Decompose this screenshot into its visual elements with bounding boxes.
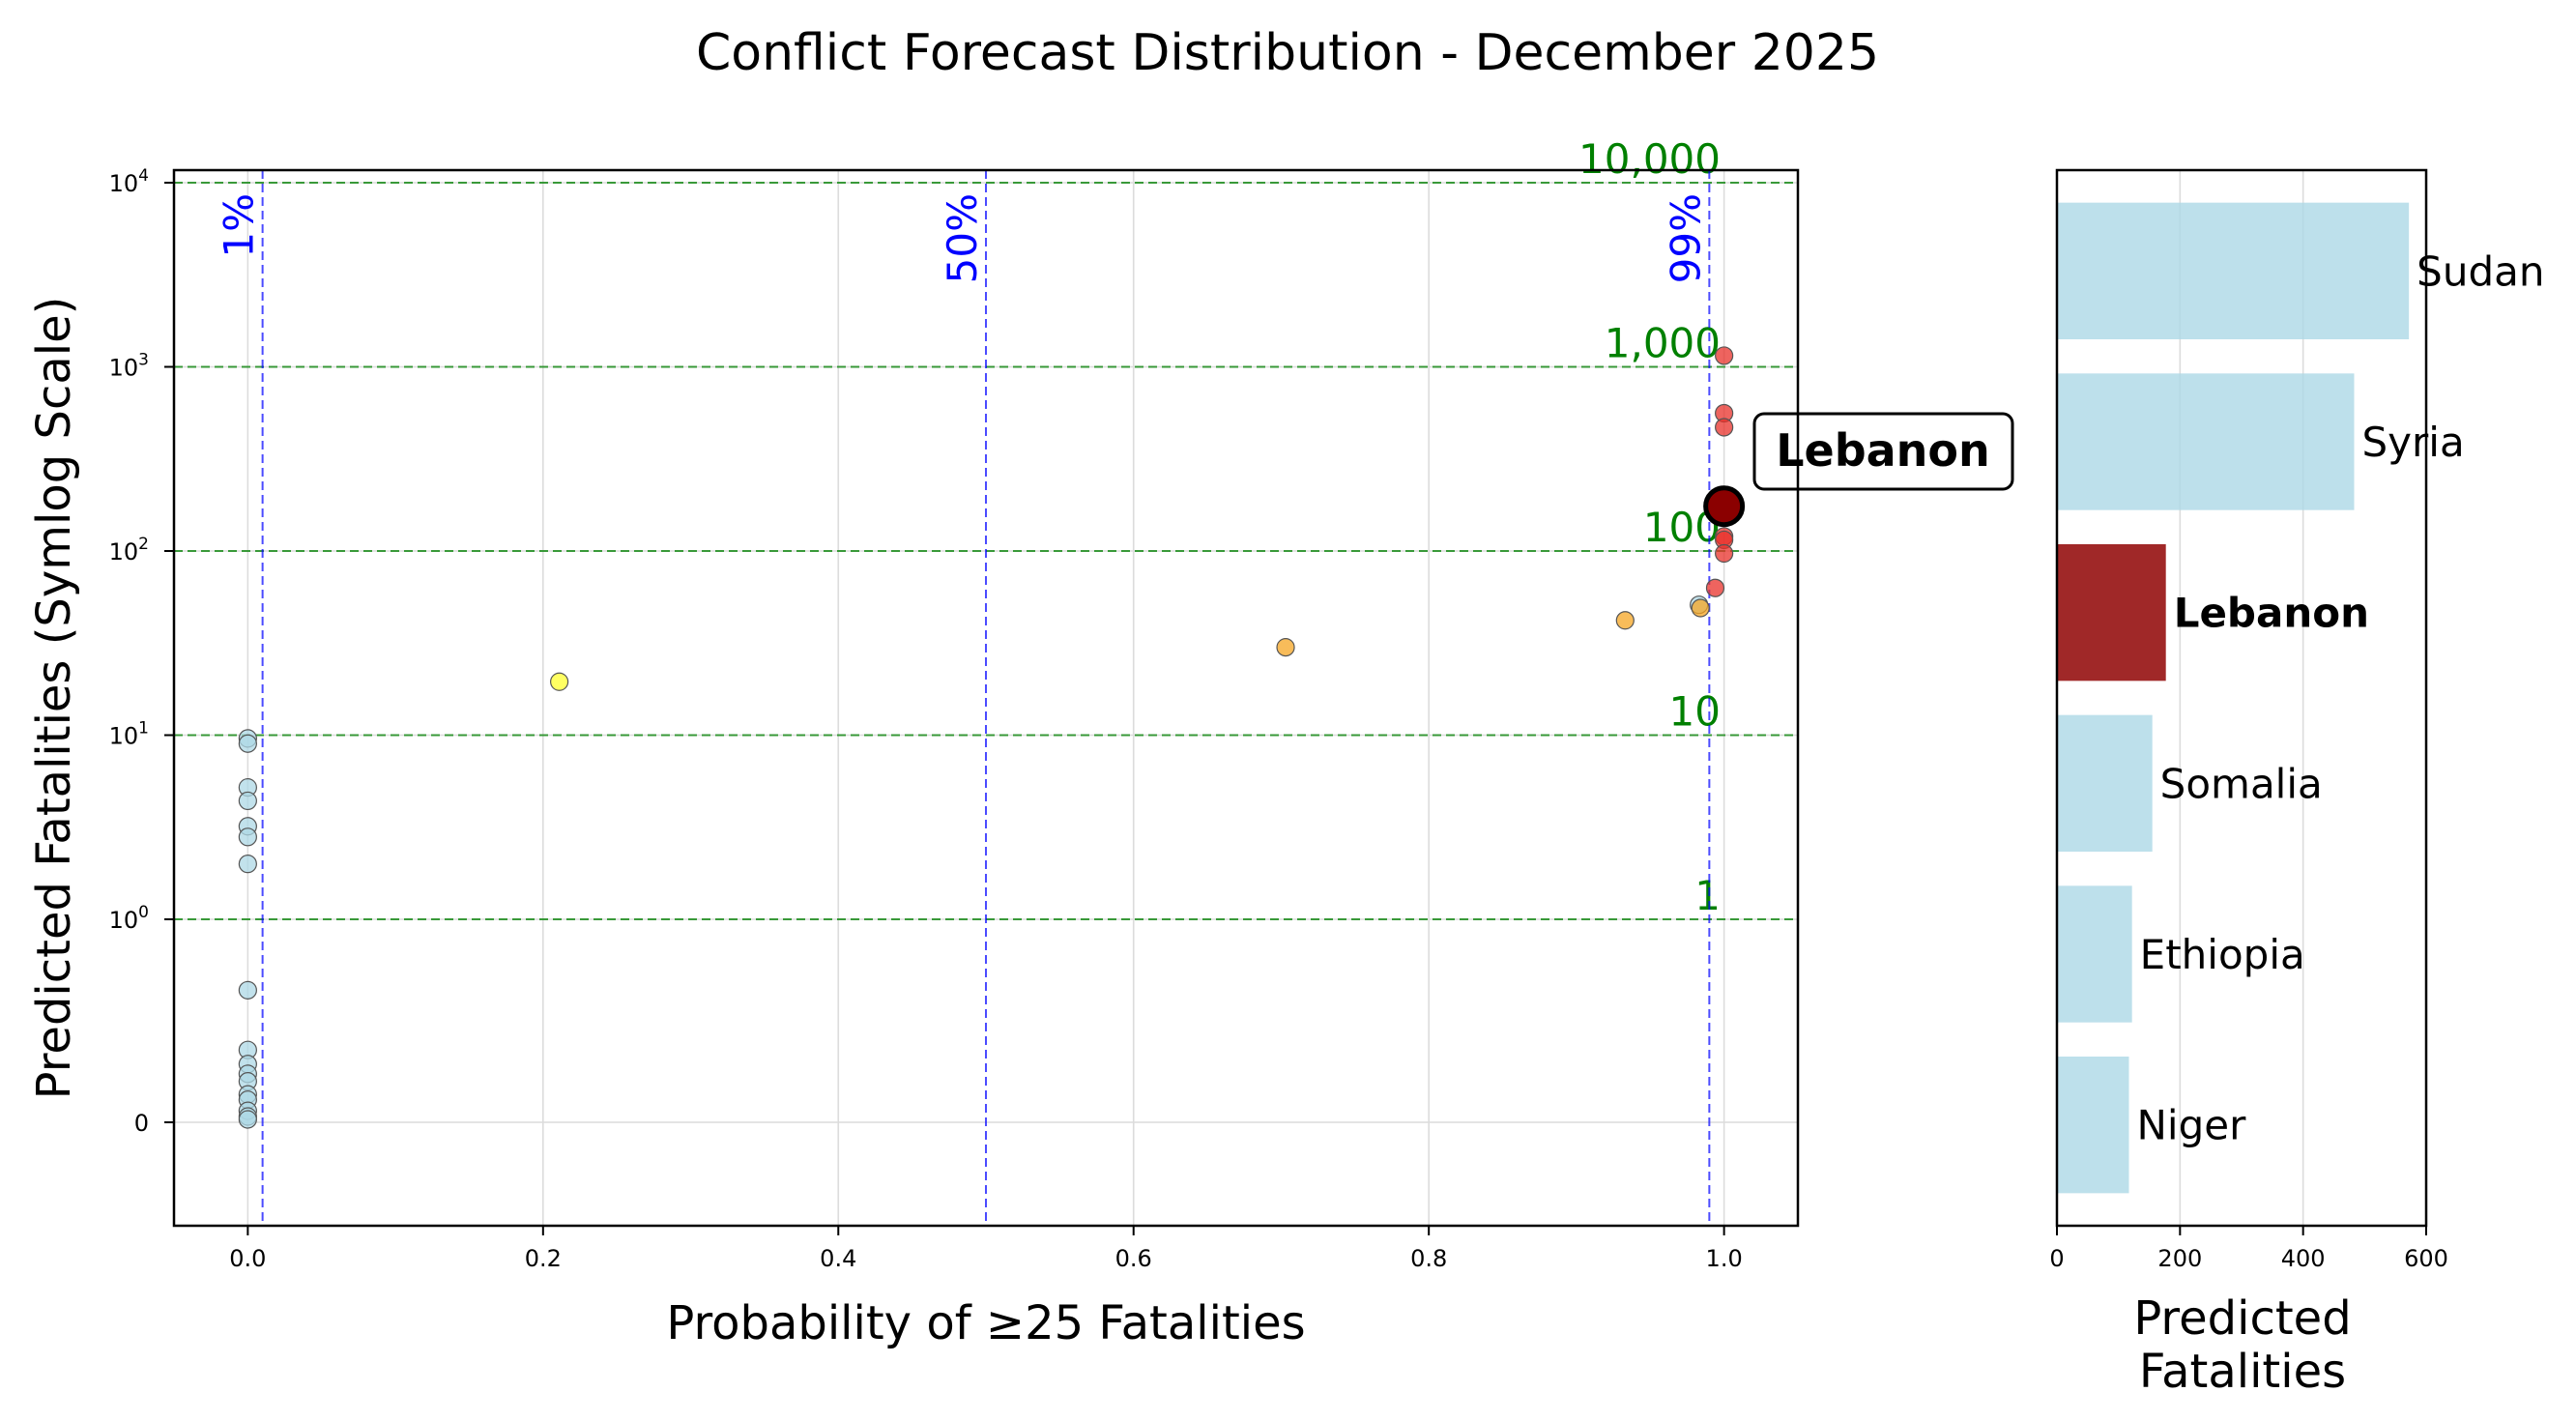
scatter-point-25 — [1715, 418, 1734, 437]
highlight-point — [1703, 485, 1746, 528]
fatality-line-label-3: 1,000 — [1605, 320, 1721, 367]
probability-threshold-lines: 1% 50% 99% — [216, 170, 1711, 1226]
bar-niger — [2057, 1057, 2129, 1194]
scatter-point-1 — [238, 734, 257, 753]
fatality-line-label-0: 1 — [1694, 872, 1721, 919]
bar-x-axis-label: Predicted Fatalities — [2133, 1291, 2351, 1399]
bar-x-tick-label-1: 200 — [2157, 1245, 2202, 1272]
scatter-x-tick-label-3: 0.6 — [1115, 1245, 1152, 1272]
bar-ethiopia — [2057, 885, 2132, 1023]
bar-axes-frame — [2055, 168, 2428, 1228]
bar-sudan — [2057, 202, 2410, 339]
scatter-point-16 — [238, 1110, 257, 1129]
scatter-x-tick-label-0: 0.0 — [229, 1245, 266, 1272]
scatter-point-5 — [238, 827, 257, 847]
scatter-point-23 — [1715, 346, 1734, 365]
fatality-line-label-1: 10 — [1669, 688, 1721, 736]
scatter-point-3 — [238, 791, 257, 811]
scatter-axes-frame — [172, 168, 1800, 1228]
highlight-callout-box — [1752, 412, 2014, 491]
bar-series — [2057, 202, 2410, 1194]
scatter-point-18 — [1276, 638, 1295, 657]
scatter-point-28 — [1715, 543, 1734, 564]
scatter-points — [238, 346, 1734, 1129]
bar-somalia — [2057, 714, 2153, 852]
scatter-point-21 — [1691, 598, 1710, 618]
scatter-y-tick-label-1: 100 — [109, 903, 149, 934]
bar-syria — [2057, 373, 2355, 510]
bar-x-tick-label-0: 0 — [2049, 1245, 2064, 1272]
probability-line-label-1: 50% — [939, 193, 986, 283]
figure-title: Conflict Forecast Distribution - Decembe… — [696, 24, 1879, 82]
bar-x-tick-label-2: 400 — [2281, 1245, 2326, 1272]
scatter-point-7 — [238, 980, 257, 1000]
scatter-x-tick-label-5: 1.0 — [1706, 1245, 1743, 1272]
bar-label-ethiopia: Ethiopia — [2140, 931, 2305, 978]
bar-label-somalia: Somalia — [2160, 760, 2323, 807]
bar-lebanon — [2057, 544, 2166, 682]
scatter-x-tick-label-2: 0.4 — [820, 1245, 856, 1272]
scatter-x-tick-label-1: 0.2 — [525, 1245, 562, 1272]
scatter-y-tick-label-0: 0 — [134, 1110, 149, 1137]
scatter-y-axis-label: Predicted Fatalities (Symlog Scale) — [27, 297, 81, 1100]
bar-label-lebanon: Lebanon — [2174, 590, 2369, 637]
bar-category-labels: Sudan Syria Lebanon Somalia Ethiopia Niger — [2136, 247, 2544, 1148]
scatter-x-axis-label: Probability of ≥25 Fatalities — [666, 1296, 1305, 1350]
probability-line-label-0: 1% — [216, 193, 263, 258]
bar-label-sudan: Sudan — [2417, 247, 2544, 295]
bar-label-syria: Syria — [2362, 419, 2465, 466]
scatter-x-tick-label-4: 0.8 — [1410, 1245, 1447, 1272]
fatality-line-label-4: 10,000 — [1578, 135, 1721, 183]
scatter-point-6 — [238, 855, 257, 874]
probability-line-label-2: 99% — [1662, 193, 1709, 283]
scatter-point-19 — [1615, 611, 1635, 630]
highlight-callout-label: Lebanon — [1776, 424, 1990, 477]
scatter-point-22 — [1705, 578, 1725, 597]
scatter-point-17 — [550, 672, 569, 691]
bar-label-niger: Niger — [2136, 1102, 2246, 1149]
bar-x-ticks: 0 200 400 600 — [2049, 1226, 2448, 1272]
highlight-point-group: Lebanon — [1703, 412, 2014, 528]
bar-x-tick-label-3: 600 — [2404, 1245, 2448, 1272]
scatter-x-ticks: 0.0 0.2 0.4 0.6 0.8 1.0 — [229, 1226, 1743, 1272]
bar-chart: Sudan Syria Lebanon Somalia Ethiopia Niger 0 2… — [2049, 168, 2544, 1399]
